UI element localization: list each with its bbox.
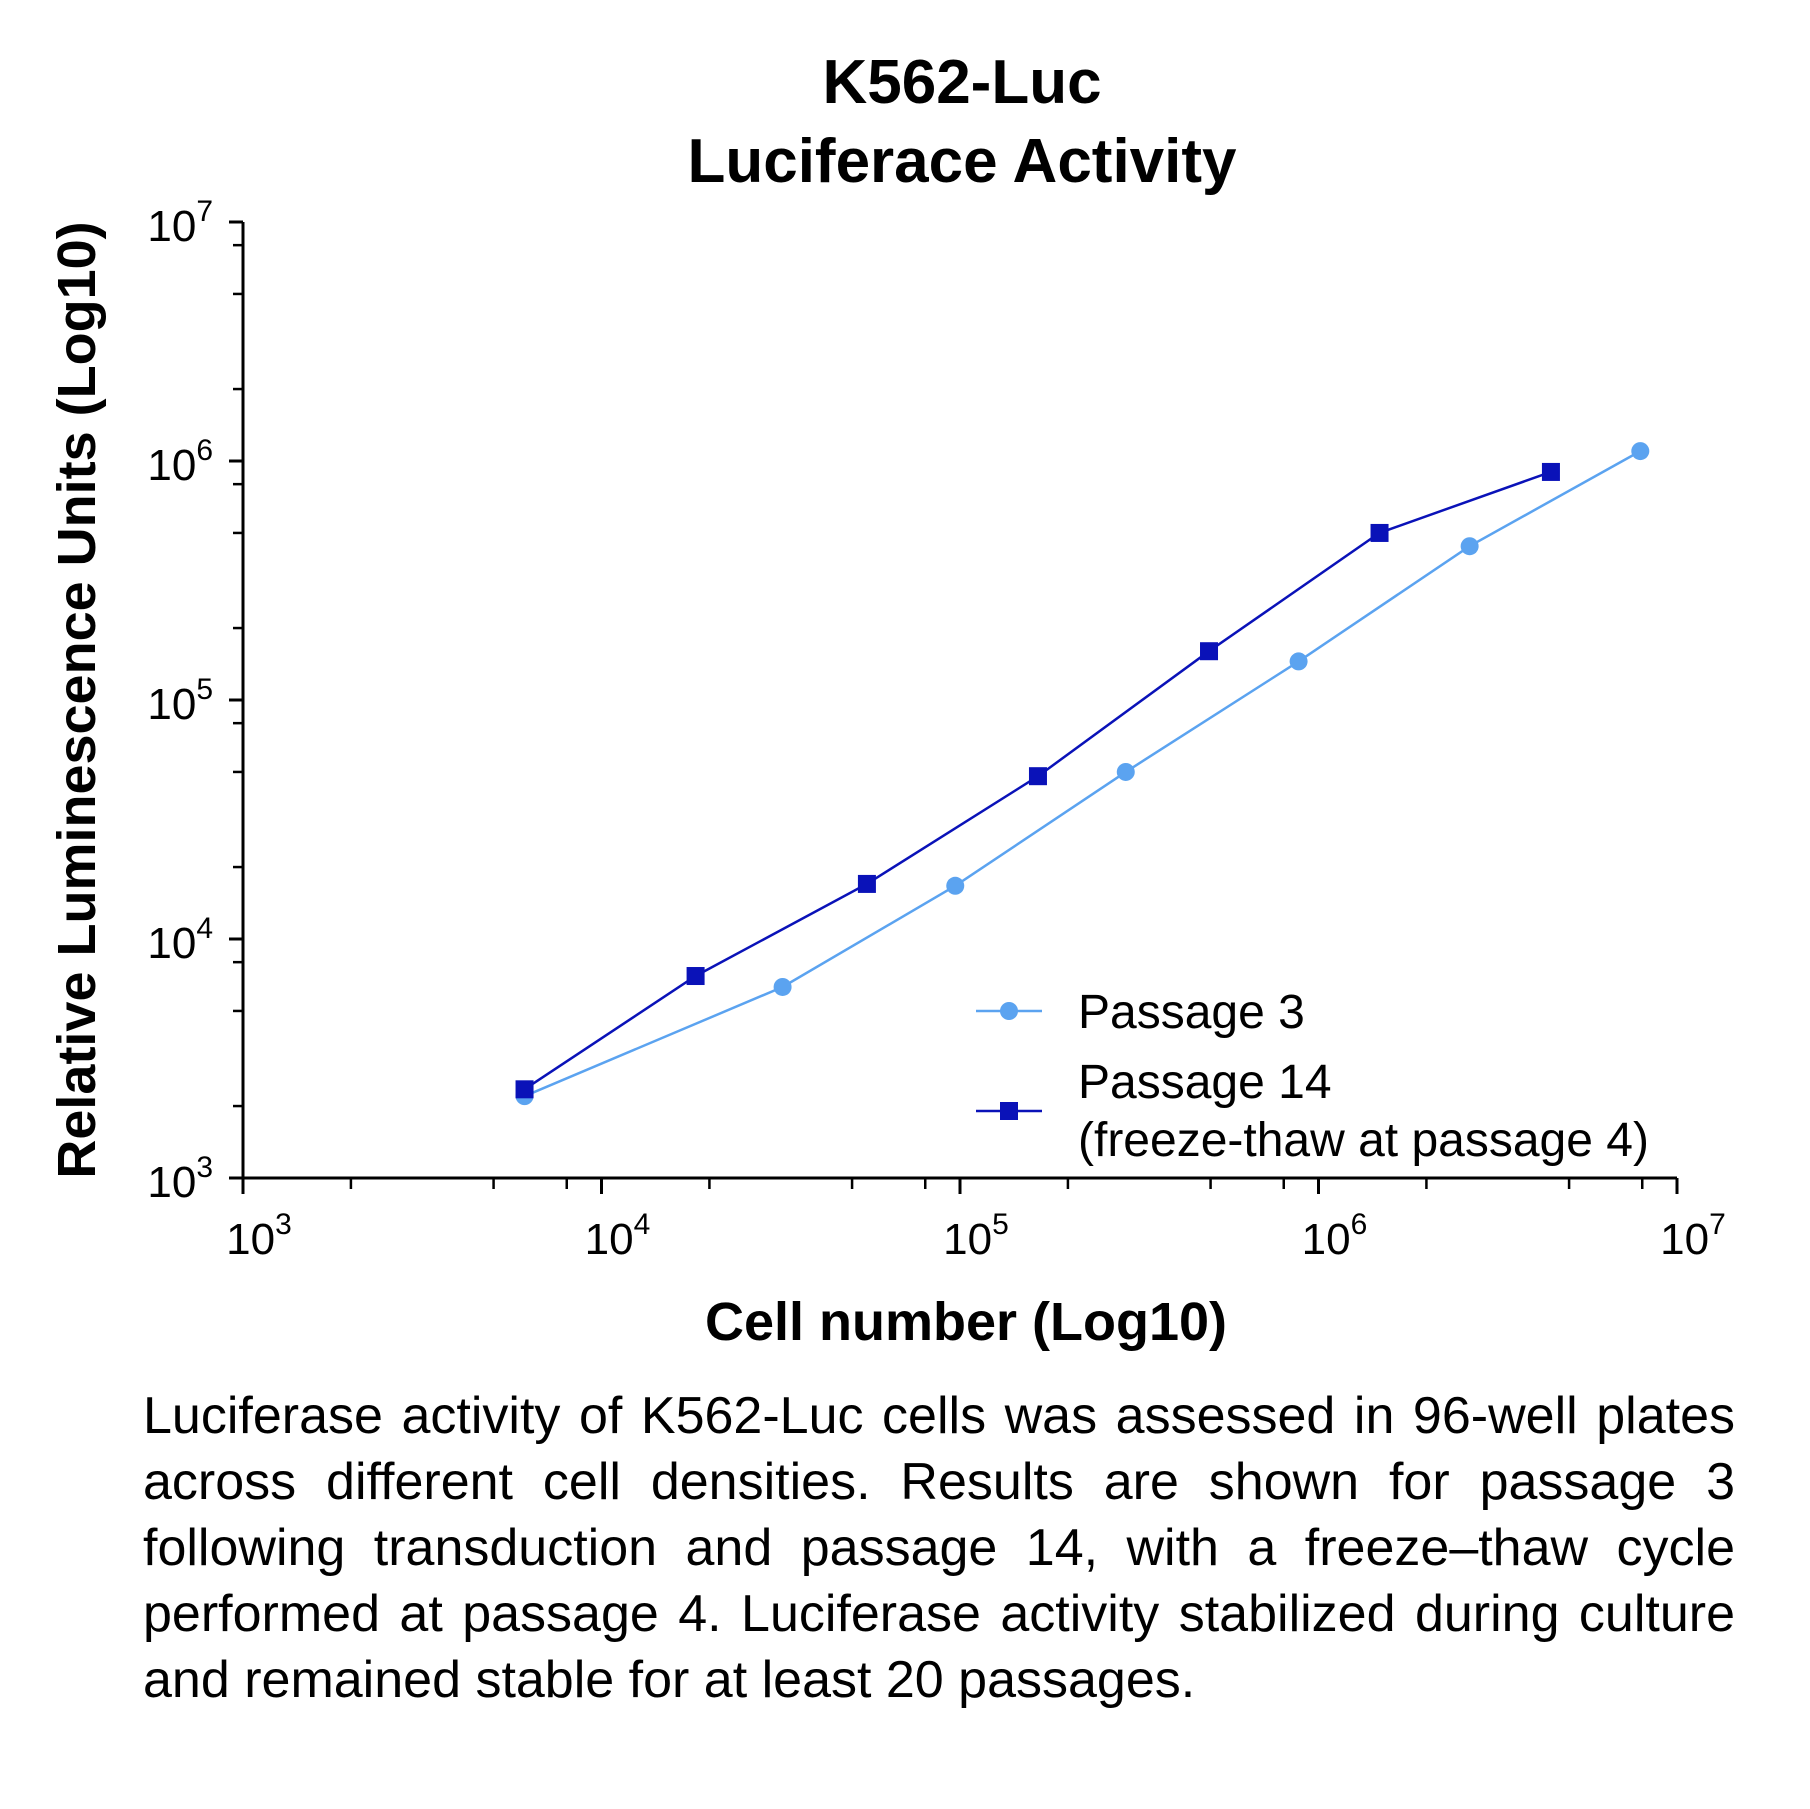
figure-caption: Luciferase activity of K562-Luc cells wa… — [143, 1387, 1735, 1709]
legend-swatch-marker-passage-3 — [1000, 1002, 1018, 1020]
data-point-passage-3 — [1631, 442, 1650, 461]
legend-swatch-marker-passage-14 — [1000, 1102, 1018, 1120]
chart-subtitle: Luciferace Activity — [687, 127, 1237, 196]
x-tick-label: 104 — [585, 1208, 651, 1264]
data-point-passage-14 — [1028, 767, 1047, 786]
y-tick-label: 103 — [147, 1151, 213, 1207]
legend: Passage 3 Passage 14 (freeze-thaw at pas… — [976, 986, 1649, 1167]
data-point-passage-3 — [1460, 537, 1479, 556]
x-tick-label: 107 — [1660, 1208, 1726, 1264]
data-point-passage-14 — [1200, 642, 1219, 661]
axes: 103 104 105 106 107 103 104 105 106 107 — [147, 195, 1725, 1264]
series-passage-14 — [515, 462, 1560, 1099]
y-tick-label: 106 — [147, 434, 213, 490]
series-layer — [515, 442, 1650, 1106]
legend-label-passage-14-line2: (freeze-thaw at passage 4) — [1078, 1114, 1649, 1167]
x-axis-label: Cell number (Log10) — [705, 1292, 1227, 1352]
y-tick-label: 107 — [147, 195, 213, 251]
data-point-passage-3 — [946, 876, 965, 895]
x-tick-label: 103 — [226, 1208, 292, 1264]
legend-item-passage-14: Passage 14 (freeze-thaw at passage 4) — [976, 1056, 1649, 1167]
y-tick-label: 105 — [147, 673, 213, 729]
data-point-passage-3 — [1116, 762, 1135, 781]
legend-label-passage-3: Passage 3 — [1078, 986, 1305, 1039]
data-point-passage-3 — [773, 977, 792, 996]
data-point-passage-14 — [1541, 462, 1560, 481]
legend-item-passage-3: Passage 3 — [976, 986, 1305, 1039]
data-point-passage-14 — [686, 967, 705, 986]
data-point-passage-14 — [857, 874, 876, 893]
x-tick-label: 105 — [943, 1208, 1009, 1264]
y-axis-label: Relative Luminescence Units (Log10) — [47, 221, 107, 1178]
legend-label-passage-14: Passage 14 — [1078, 1056, 1332, 1109]
data-point-passage-14 — [1370, 523, 1389, 542]
data-point-passage-3 — [1289, 652, 1308, 671]
x-tick-label: 106 — [1302, 1208, 1368, 1264]
chart-title: K562-Luc — [822, 48, 1101, 117]
data-point-passage-14 — [515, 1080, 534, 1099]
luciferase-chart: K562-Luc Luciferace Activity 10310410510… — [47, 48, 1726, 1352]
y-tick-label: 104 — [147, 912, 213, 968]
